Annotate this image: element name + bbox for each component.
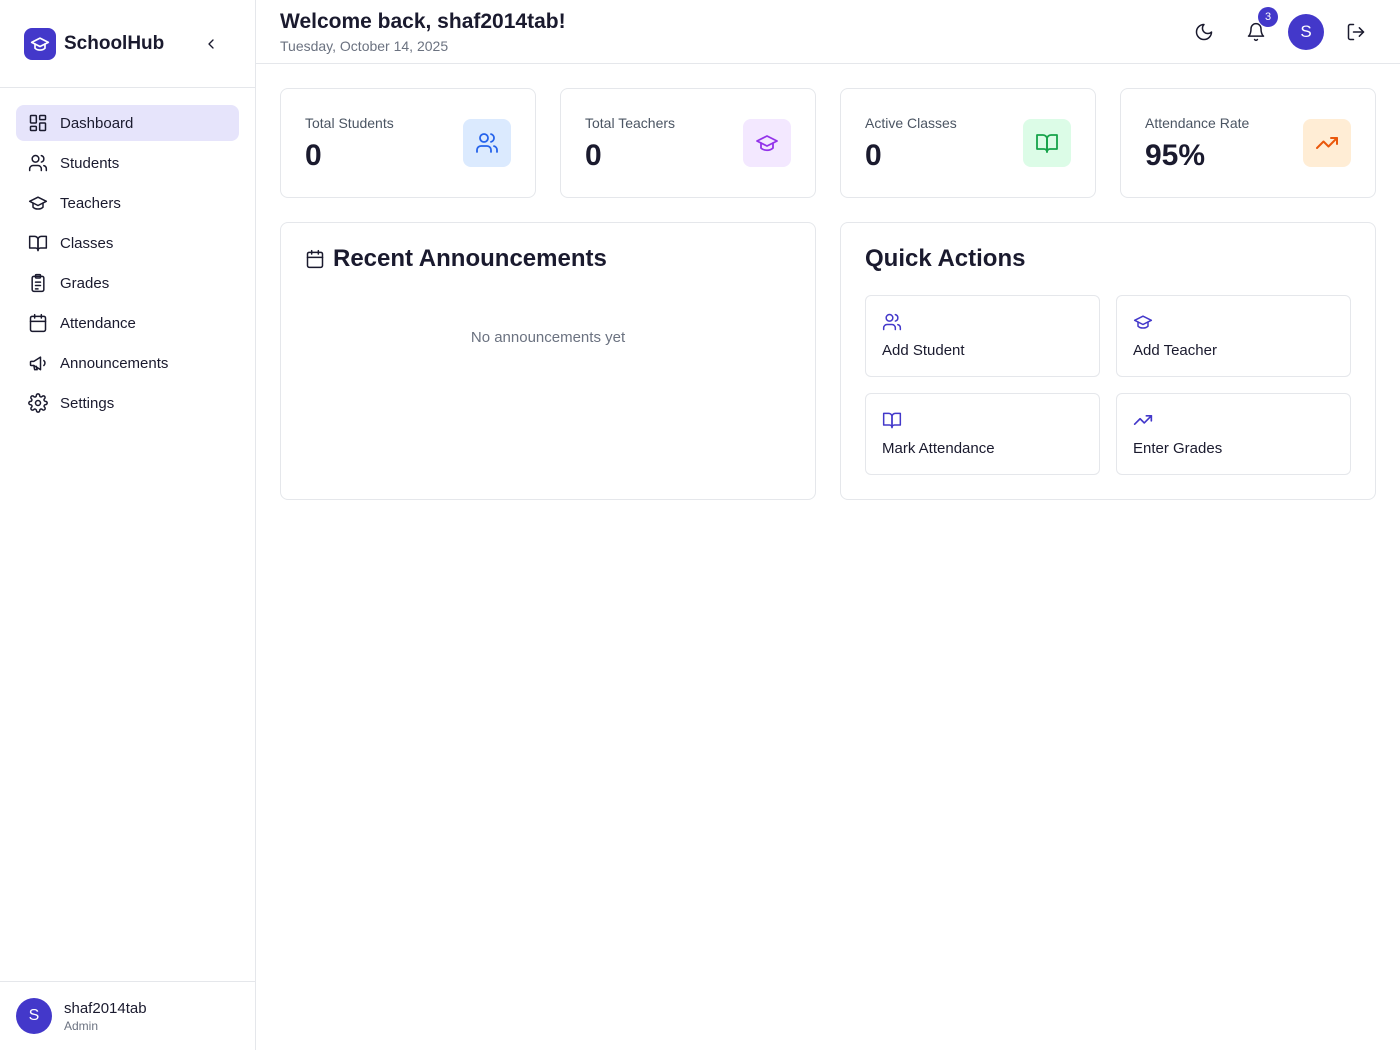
brand: SchoolHub xyxy=(0,0,255,88)
stat-value: 0 xyxy=(865,139,882,172)
quick-actions-title: Quick Actions xyxy=(865,245,1026,272)
sidebar-item-settings[interactable]: Settings xyxy=(16,385,239,421)
moon-icon xyxy=(1195,23,1213,41)
sidebar-item-dashboard[interactable]: Dashboard xyxy=(16,105,239,141)
sidebar-item-label: Classes xyxy=(60,234,114,252)
clipboard-icon xyxy=(28,273,48,293)
stat-card-active-classes: Active Classes 0 xyxy=(840,88,1096,198)
gear-icon xyxy=(28,393,48,413)
stat-card-total-teachers: Total Teachers 0 xyxy=(560,88,816,198)
graduation-cap-icon xyxy=(24,27,56,60)
stat-value: 0 xyxy=(585,139,602,172)
sidebar-item-label: Students xyxy=(60,154,120,172)
graduation-cap-icon xyxy=(1133,315,1153,329)
book-open-icon xyxy=(882,412,902,429)
dashboard-icon xyxy=(28,113,48,133)
megaphone-icon xyxy=(28,353,48,373)
sidebar-item-label: Grades xyxy=(60,274,110,292)
sidebar-item-attendance[interactable]: Attendance xyxy=(16,305,239,341)
sidebar-item-grades[interactable]: Grades xyxy=(16,265,239,301)
logout-icon xyxy=(1347,23,1365,41)
top-header: Welcome back, shaf2014tab! Tuesday, Octo… xyxy=(256,0,1400,64)
stat-value: 0 xyxy=(305,139,322,172)
empty-state: No announcements yet xyxy=(470,329,626,346)
stat-label: Total Teachers xyxy=(585,115,676,131)
collapse-sidebar-button[interactable] xyxy=(199,32,223,56)
bell-icon xyxy=(1247,22,1265,42)
chevron-left-icon xyxy=(208,39,214,49)
user-name: shaf2014tab xyxy=(64,999,147,1017)
user-avatar-button[interactable]: S xyxy=(1288,14,1324,50)
stat-card-total-students: Total Students 0 xyxy=(280,88,536,198)
avatar: S xyxy=(16,998,52,1034)
sidebar-item-teachers[interactable]: Teachers xyxy=(16,185,239,221)
users-icon xyxy=(463,119,511,167)
sidebar-user: S shaf2014tab Admin xyxy=(0,981,255,1050)
sidebar-item-announcements[interactable]: Announcements xyxy=(16,345,239,381)
add-student-button[interactable]: Add Student xyxy=(865,295,1100,377)
enter-grades-button[interactable]: Enter Grades xyxy=(1116,393,1351,475)
add-teacher-button[interactable]: Add Teacher xyxy=(1116,295,1351,377)
page-title: Welcome back, shaf2014tab! xyxy=(280,10,566,33)
quick-action-label: Mark Attendance xyxy=(882,440,995,457)
sidebar: SchoolHub Dashboard Students Teachers xyxy=(0,0,256,1050)
graduation-cap-icon xyxy=(28,193,48,213)
app-name: SchoolHub xyxy=(64,32,165,54)
users-icon xyxy=(882,313,902,331)
logout-button[interactable] xyxy=(1338,14,1374,50)
announcements-title: Recent Announcements xyxy=(333,245,607,272)
stat-card-attendance-rate: Attendance Rate 95% xyxy=(1120,88,1376,198)
book-open-icon xyxy=(1023,119,1071,167)
notification-badge: 3 xyxy=(1258,7,1278,27)
sidebar-item-label: Announcements xyxy=(60,354,169,372)
sidebar-item-classes[interactable]: Classes xyxy=(16,225,239,261)
mark-attendance-button[interactable]: Mark Attendance xyxy=(865,393,1100,475)
quick-action-label: Add Teacher xyxy=(1133,342,1217,359)
sidebar-item-students[interactable]: Students xyxy=(16,145,239,181)
graduation-cap-icon xyxy=(743,119,791,167)
calendar-icon xyxy=(306,249,324,269)
quick-action-label: Enter Grades xyxy=(1133,440,1223,457)
current-date: Tuesday, October 14, 2025 xyxy=(280,38,449,54)
trending-up-icon xyxy=(1303,119,1351,167)
sidebar-item-label: Settings xyxy=(60,394,115,412)
quick-action-label: Add Student xyxy=(882,342,965,359)
stat-label: Active Classes xyxy=(865,115,957,131)
stat-label: Total Students xyxy=(305,115,394,131)
stat-label: Attendance Rate xyxy=(1145,115,1250,131)
sidebar-item-label: Teachers xyxy=(60,194,121,212)
users-icon xyxy=(28,153,48,173)
trending-up-icon xyxy=(1133,415,1153,425)
sidebar-item-label: Attendance xyxy=(60,314,136,332)
announcements-panel: Recent Announcements No announcements ye… xyxy=(280,222,816,500)
calendar-icon xyxy=(28,313,48,333)
theme-toggle-button[interactable] xyxy=(1186,14,1222,50)
notifications-button[interactable]: 3 xyxy=(1238,7,1278,50)
book-open-icon xyxy=(28,233,48,253)
sidebar-nav: Dashboard Students Teachers Classes Grad… xyxy=(0,88,255,442)
quick-actions-panel: Quick Actions Add Student Add Teacher Ma… xyxy=(840,222,1376,500)
stat-value: 95% xyxy=(1145,139,1206,172)
user-role: Admin xyxy=(64,1018,99,1033)
sidebar-item-label: Dashboard xyxy=(60,114,134,132)
